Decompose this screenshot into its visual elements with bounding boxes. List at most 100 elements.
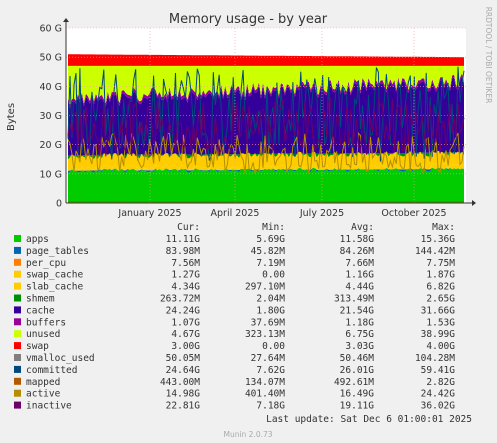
legend-cur-shmem: 263.72M [160,294,200,305]
y-tick-label: 0 [56,199,62,210]
area-shmem [68,150,464,160]
y-tick-label: 50 G [40,53,62,64]
legend-avg-shmem: 313.49M [334,294,374,305]
legend-min-vmalloc_used: 27.64M [251,353,286,364]
x-tick-label: January 2025 [117,208,181,219]
legend-avg-cache: 21.54G [340,305,375,316]
line-active [67,132,465,175]
legend-avg-swap: 3.03G [345,341,374,352]
y-tick-label: 40 G [40,82,62,93]
footer-version: Munin 2.0.73 [223,430,272,439]
legend-name-active: active [26,389,61,400]
legend-name-vmalloc_used: vmalloc_used [26,353,95,364]
legend-avg-unused: 6.75G [345,329,374,340]
legend-min-committed: 7.62G [256,365,285,376]
legend-swatch-shmem [14,294,21,302]
legend-min-apps: 5.69G [256,234,285,245]
legend-avg-mapped: 492.61M [334,377,374,388]
legend-name-shmem: shmem [26,294,55,305]
legend-cur-active: 14.98G [166,389,201,400]
legend-name-mapped: mapped [26,377,60,388]
legend-max-page_tables: 144.42M [415,246,455,257]
x-axis-arrow [472,200,476,206]
chart-title: Memory usage - by year [169,12,328,27]
legend-min-buffers: 37.69M [251,317,286,328]
legend-cur-inactive: 22.81G [166,401,201,412]
legend-name-slab_cache: slab_cache [26,282,83,293]
area-buffers [68,73,464,108]
legend-swatch-vmalloc_used [14,354,21,361]
legend-cur-apps: 11.11G [166,234,201,245]
legend-name-cache: cache [26,305,55,316]
legend-avg-slab_cache: 4.44G [345,282,374,293]
y-tick-label: 60 G [40,24,62,35]
legend-swatch-active [14,389,21,397]
legend-header-max: Max: [432,222,455,233]
legend-max-swap: 4.00G [426,341,455,352]
legend-max-mapped: 2.82G [426,377,455,388]
legend: Cur: Min: Avg: Max: apps 11.11G 5.69G 11.58G 15.… [14,222,455,412]
legend-swatch-swap_cache [14,270,21,278]
x-axis-ticks: January 2025 April 2025 July 2025 October 2… [66,28,476,219]
legend-name-inactive: inactive [26,401,72,412]
legend-cur-cache: 24.24G [166,305,201,316]
y-axis-ticks: 0 10 G 20 G 30 G 40 G 50 G 60 G [40,18,466,210]
legend-swatch-unused [14,330,21,338]
legend-cur-slab_cache: 4.34G [171,282,200,293]
y-tick-label: 20 G [40,140,62,151]
legend-cur-swap: 3.00G [171,341,200,352]
area-apps [68,167,464,203]
legend-swatch-slab_cache [14,282,21,290]
legend-min-per_cpu: 7.19M [256,258,285,269]
legend-swatch-committed [14,365,21,373]
legend-max-vmalloc_used: 104.28M [415,353,455,364]
legend-swatch-apps [14,235,21,242]
legend-min-shmem: 2.04M [256,294,285,305]
legend-max-per_cpu: 7.75M [426,258,455,269]
legend-min-mapped: 134.07M [245,377,285,388]
legend-name-buffers: buffers [26,317,66,328]
legend-name-unused: unused [26,329,60,340]
legend-max-cache: 31.66G [421,305,456,316]
legend-name-committed: committed [26,365,77,376]
legend-min-swap_cache: 0.00 [262,270,285,281]
legend-avg-inactive: 19.11G [340,401,375,412]
legend-max-shmem: 2.65G [426,294,455,305]
legend-avg-vmalloc_used: 50.46M [340,353,375,364]
legend-cur-vmalloc_used: 50.05M [166,353,201,364]
legend-max-slab_cache: 6.82G [426,282,455,293]
legend-max-active: 24.42G [421,389,456,400]
y-axis-arrow [63,18,69,22]
legend-header-avg: Avg: [351,222,374,233]
legend-avg-active: 16.49G [340,389,375,400]
legend-min-swap: 0.00 [262,341,285,352]
legend-cur-buffers: 1.07G [171,317,200,328]
legend-header-cur: Cur: [177,222,200,233]
legend-name-apps: apps [26,234,49,245]
legend-swatch-cache [14,306,21,314]
legend-max-inactive: 36.02G [421,401,456,412]
legend-avg-swap_cache: 1.16G [345,270,374,281]
legend-cur-committed: 24.64G [166,365,201,376]
legend-name-page_tables: page_tables [26,246,89,257]
legend-avg-page_tables: 84.26M [340,246,375,257]
legend-avg-buffers: 1.18G [345,317,374,328]
legend-min-unused: 323.13M [245,329,285,340]
legend-header-min: Min: [262,222,285,233]
legend-max-unused: 38.99G [421,329,456,340]
legend-cur-per_cpu: 7.56M [171,258,200,269]
legend-avg-committed: 26.01G [340,365,375,376]
legend-min-active: 401.40M [245,389,285,400]
legend-cur-page_tables: 83.98M [166,246,201,257]
legend-max-buffers: 1.53G [426,317,455,328]
legend-cur-swap_cache: 1.27G [171,270,200,281]
legend-min-slab_cache: 297.10M [245,282,285,293]
legend-max-committed: 59.41G [421,365,456,376]
x-tick-label: October 2025 [381,208,446,219]
line-inactive [67,96,465,157]
legend-cur-mapped: 443.00M [160,377,200,388]
legend-swatch-swap [14,342,21,350]
line-committed [67,66,465,162]
